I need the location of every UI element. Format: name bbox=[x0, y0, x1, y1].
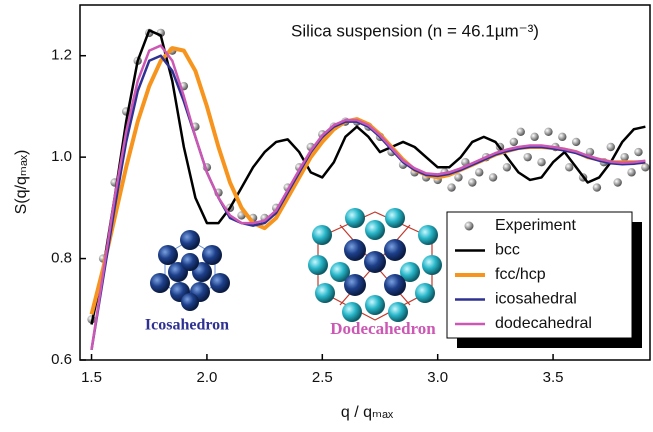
data-point bbox=[641, 163, 650, 172]
data-point bbox=[627, 168, 636, 177]
data-point bbox=[475, 168, 484, 177]
plot-frame bbox=[79, 4, 651, 361]
data-point bbox=[509, 137, 519, 147]
data-point bbox=[606, 142, 615, 152]
x-tick-label: 3.5 bbox=[543, 369, 564, 386]
data-point bbox=[613, 178, 622, 187]
y-tick-label: 1.2 bbox=[51, 47, 72, 64]
y-axis-label: S(q/qₘₐₓ) bbox=[13, 150, 30, 215]
legend-label: fcc/hcp bbox=[495, 266, 546, 283]
plot-area bbox=[87, 28, 650, 351]
data-point bbox=[537, 158, 546, 167]
x-tick-label: 2.5 bbox=[312, 369, 333, 386]
data-point bbox=[634, 147, 643, 157]
data-point bbox=[502, 163, 512, 172]
data-point bbox=[544, 127, 553, 136]
data-point bbox=[468, 178, 477, 187]
legend-label: bcc bbox=[495, 242, 520, 259]
y-tick-label: 1.0 bbox=[51, 148, 72, 165]
data-point bbox=[447, 183, 456, 192]
x-tick-label: 3.0 bbox=[427, 369, 448, 386]
y-tick-label: 0.6 bbox=[51, 351, 72, 368]
data-point bbox=[585, 147, 595, 157]
data-point bbox=[488, 173, 498, 182]
x-axis-label: q / qₘₐₓ bbox=[341, 404, 394, 421]
data-point bbox=[516, 127, 525, 136]
legend-label: dodecahedral bbox=[495, 315, 592, 332]
data-point bbox=[571, 137, 581, 147]
data-point bbox=[530, 132, 539, 142]
x-tick-label: 2.0 bbox=[196, 369, 217, 386]
chart-title: Silica suspension (n = 46.1µm⁻³) bbox=[291, 21, 539, 40]
annotation: Icosahedron bbox=[145, 317, 229, 334]
icosahedron-image bbox=[150, 230, 230, 311]
data-point bbox=[620, 152, 629, 162]
dodecahedron-image bbox=[308, 208, 442, 322]
y-tick-label: 0.8 bbox=[51, 250, 72, 267]
annotation: Dodecahedron bbox=[330, 319, 436, 338]
data-point bbox=[565, 163, 574, 172]
data-line bbox=[90, 44, 646, 351]
data-line bbox=[90, 29, 646, 325]
legend-marker bbox=[464, 221, 474, 231]
legend-label: Experiment bbox=[495, 217, 576, 234]
data-point bbox=[558, 132, 567, 142]
data-point bbox=[523, 152, 532, 162]
data-point bbox=[592, 183, 602, 192]
legend-label: icosahedral bbox=[495, 291, 577, 308]
data-point bbox=[454, 173, 463, 182]
x-tick-label: 1.5 bbox=[81, 369, 102, 386]
structure-insets bbox=[150, 208, 442, 322]
